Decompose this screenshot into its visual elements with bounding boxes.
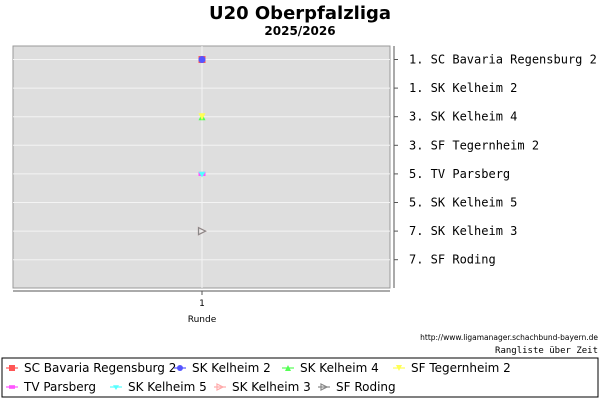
- rank-labels: 1. SC Bavaria Regensburg 2 1. SK Kelheim …: [394, 53, 597, 267]
- legend-marker: [9, 385, 15, 389]
- x-axis-label: Runde: [188, 315, 217, 325]
- rank-label: 1. SK Kelheim 2: [409, 81, 517, 95]
- legend-marker: [216, 383, 225, 391]
- legend-entry: SK Kelheim 3: [232, 380, 311, 394]
- x-tick-label: 1: [199, 299, 205, 309]
- grid-lines: [13, 46, 390, 288]
- legend-entry: SC Bavaria Regensburg 2: [24, 361, 176, 375]
- legend-marker: [396, 365, 402, 371]
- legend-marker: [285, 365, 291, 371]
- caption: Rangliste über Zeit: [495, 346, 598, 356]
- legend-entry: TV Parsberg: [23, 380, 96, 394]
- chart-title: U20 Oberpfalzliga: [209, 3, 391, 24]
- source-url: http://www.ligamanager.schachbund-bayern…: [420, 333, 598, 342]
- rank-label: 3. SK Kelheim 4: [409, 110, 517, 124]
- rank-label: 1. SC Bavaria Regensburg 2: [409, 53, 597, 67]
- legend-marker: [177, 365, 183, 371]
- data-point: [198, 56, 206, 63]
- rank-label: 3. SF Tegernheim 2: [409, 138, 539, 152]
- legend: SC Bavaria Regensburg 2 SK Kelheim 2 SK Ke…: [6, 361, 511, 394]
- data-point: [198, 171, 206, 178]
- legend-entry: SK Kelheim 4: [300, 361, 379, 375]
- legend-entry: SF Roding: [336, 380, 396, 394]
- data-point: [198, 113, 206, 121]
- chart-subtitle: 2025/2026: [264, 24, 335, 38]
- rank-label: 5. TV Parsberg: [409, 167, 510, 181]
- legend-entry: SK Kelheim 2: [192, 361, 271, 375]
- x-ticks: 1: [199, 291, 205, 309]
- rank-label: 7. SF Roding: [409, 253, 496, 267]
- legend-entry: SF Tegernheim 2: [411, 361, 511, 375]
- legend-marker: [320, 383, 329, 391]
- data-marks: [197, 56, 207, 236]
- legend-entry: SK Kelheim 5: [128, 380, 207, 394]
- legend-marker: [9, 365, 15, 371]
- rank-label: 5. SK Kelheim 5: [409, 196, 517, 210]
- legend-box: [1, 357, 599, 398]
- data-point: [197, 226, 207, 236]
- legend-marker: [113, 385, 119, 390]
- rank-label: 7. SK Kelheim 3: [409, 224, 517, 238]
